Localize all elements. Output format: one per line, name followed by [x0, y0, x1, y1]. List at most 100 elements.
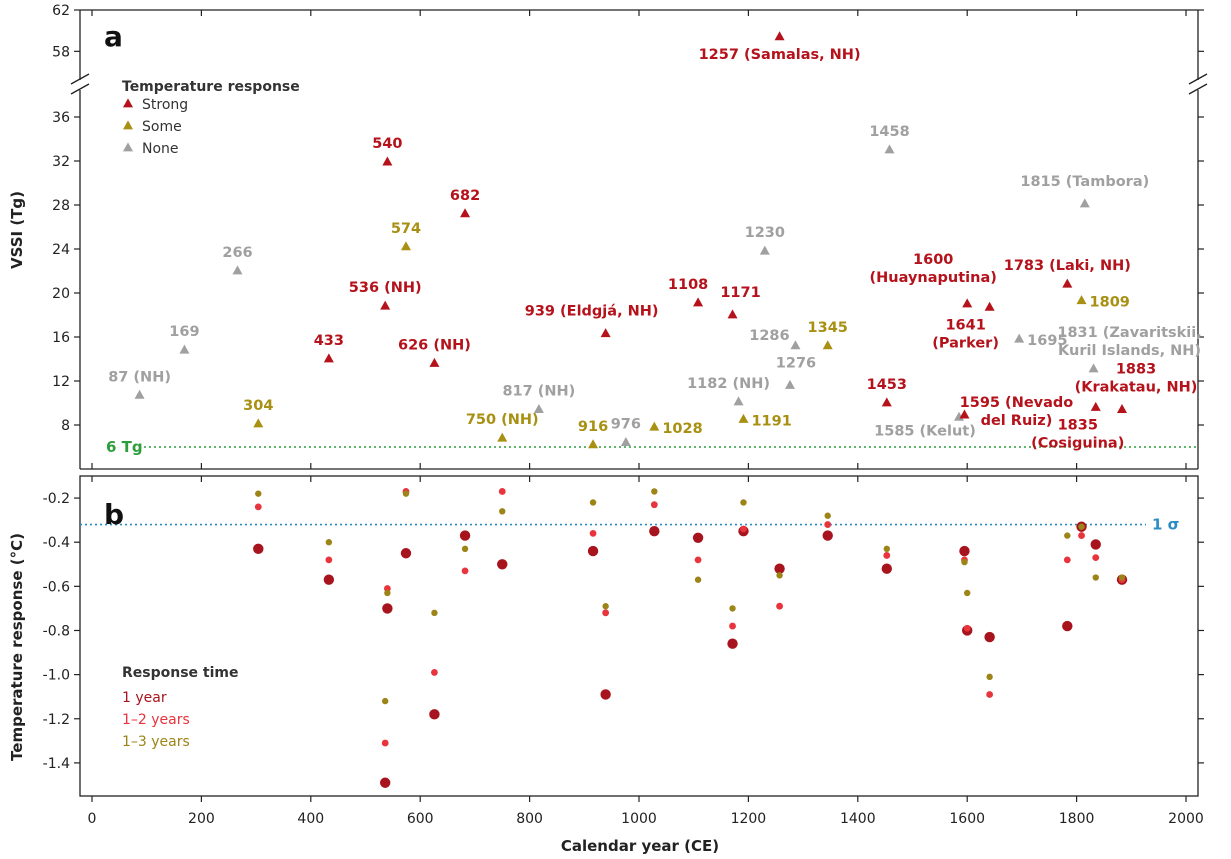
eruption-marker-1345	[822, 340, 833, 350]
response-dot-r1	[253, 543, 264, 555]
eruption-label-939: 939 (Eldgjá, NH)	[525, 304, 659, 320]
eruption-label-1182: 1182 (NH)	[687, 376, 770, 392]
eruption-label-1809: 1809	[1090, 295, 1130, 311]
eruption-label-817: 817 (NH)	[502, 384, 575, 400]
y-tick-label-a: 32	[52, 154, 70, 170]
eruption-label-1595: 1595 (Nevado del Ruiz)	[960, 395, 1074, 429]
x-tick-label: 1600	[949, 811, 985, 827]
response-dot-r2	[1092, 554, 1100, 562]
response-dot-r1	[1090, 539, 1101, 550]
axis-break-mark	[70, 83, 90, 95]
eruption-marker-574	[400, 241, 411, 251]
y-tick-label-a: 16	[52, 330, 70, 346]
eruption-label-916: 916	[578, 419, 608, 435]
y-tick-label-a: 12	[52, 374, 70, 390]
x-tick-label: 400	[297, 811, 324, 827]
response-dot-r2	[963, 624, 971, 632]
eruption-marker-266	[232, 265, 243, 275]
eruption-marker-1809	[1076, 295, 1087, 305]
eruption-marker-1453	[881, 397, 892, 407]
legend-b-title: Response time	[122, 665, 239, 681]
eruption-label-574: 574	[391, 221, 421, 237]
x-tick-label: 1200	[731, 811, 767, 827]
y-tick-label-a: 36	[52, 110, 70, 126]
eruption-marker-433	[323, 353, 334, 363]
response-dot-r3	[402, 490, 410, 497]
y-tick-label-a: 24	[52, 242, 70, 258]
eruption-label-1585: 1585 (Kelut)	[874, 423, 976, 439]
response-dot-r3	[1078, 523, 1085, 530]
response-dot-r2	[381, 739, 389, 747]
y-tick-label-b: -0.2	[43, 491, 70, 507]
axis-break-mark	[70, 73, 90, 85]
eruption-label-87: 87 (NH)	[108, 369, 171, 385]
response-dot-r1	[382, 603, 393, 614]
eruption-label-1286: 1286	[749, 328, 789, 344]
response-dot-r1	[727, 638, 738, 649]
response-dot-r2	[650, 501, 658, 509]
eruption-marker-1171	[727, 309, 738, 319]
marks-layer	[134, 31, 1128, 788]
legend-a-marker	[123, 142, 133, 152]
eruption-marker-1028	[649, 421, 660, 431]
eruption-marker-87	[134, 389, 145, 399]
response-dot-r2	[461, 567, 469, 575]
response-dot-r2	[694, 556, 702, 564]
x-axis-title: Calendar year (CE)	[561, 837, 719, 855]
response-dot-r2	[729, 622, 736, 630]
x-tick-label: 1000	[621, 811, 657, 827]
legend-temperature-response: Temperature response Strong Some None	[122, 79, 300, 157]
axis-break-mark	[1188, 83, 1208, 95]
legend-b-label: 1–2 years	[122, 712, 190, 728]
response-dot-r3	[651, 488, 658, 495]
response-dot-r1	[323, 574, 335, 585]
eruption-marker-1595	[959, 409, 970, 419]
eruption-label-1230: 1230	[745, 225, 785, 241]
axes-layer: 0 200 400 600 800 1000 1200 1400 1600 1800 2000 58 6…	[43, 3, 1204, 827]
response-dot-r2	[589, 529, 597, 537]
eruption-label-1600: 1600 (Huaynaputina)	[870, 252, 997, 286]
x-tick-label: 800	[516, 811, 543, 827]
response-dot-r2	[602, 609, 610, 617]
response-dot-r1	[459, 530, 471, 541]
y-axis-title-a: VSSI (Tg)	[8, 191, 26, 269]
response-dot-r3	[381, 697, 389, 705]
eruption-label-1831: 1831 (Zavaritskii, Kuril Islands, NH)	[1057, 325, 1201, 359]
y-tick-label-b: -1.0	[43, 668, 70, 684]
response-dot-r3	[776, 572, 783, 579]
panel-a-letter: a	[104, 20, 123, 53]
response-dot-r3	[1092, 574, 1099, 581]
response-dot-r1	[429, 709, 440, 720]
eruption-marker-916	[588, 439, 599, 449]
response-dot-r3	[431, 609, 438, 617]
y-tick-label-b: -1.2	[43, 712, 70, 728]
response-dot-r1	[400, 548, 412, 559]
response-dot-r1	[379, 777, 391, 788]
response-dot-r3	[964, 589, 971, 597]
eruption-label-1695: 1695	[1027, 333, 1067, 349]
response-dot-r2	[776, 602, 783, 610]
eruption-marker-1182	[733, 396, 744, 406]
response-dot-r2	[883, 552, 891, 559]
eruption-marker-540	[382, 156, 393, 166]
eruption-label-536: 536 (NH)	[349, 280, 422, 296]
eruption-marker-626	[429, 357, 440, 367]
y-tick-label-b: -0.6	[43, 579, 70, 595]
response-dot-r1	[600, 689, 611, 700]
response-dot-r2	[824, 521, 832, 528]
legend-a-label: Strong	[142, 97, 188, 113]
response-dot-r1	[774, 563, 785, 574]
response-dot-r3	[384, 589, 391, 597]
eruption-marker-536	[380, 300, 391, 310]
eruption-label-1108: 1108	[668, 277, 708, 293]
labels-layer: 1257 (Samalas, NH) 540 682 574 266 536 (NH) 43…	[108, 47, 1202, 452]
eruption-label-1783: 1783 (Laki, NH)	[1004, 258, 1131, 274]
eruption-label-626: 626 (NH)	[398, 337, 471, 353]
response-dot-r1	[1062, 620, 1073, 632]
eruption-marker-1191	[738, 413, 749, 423]
eruption-marker-304	[253, 418, 264, 428]
eruption-marker-1257	[774, 31, 785, 41]
x-tick-label: 600	[407, 811, 434, 827]
legend-b-label: 1 year	[122, 690, 167, 706]
response-dot-r3	[589, 499, 597, 506]
